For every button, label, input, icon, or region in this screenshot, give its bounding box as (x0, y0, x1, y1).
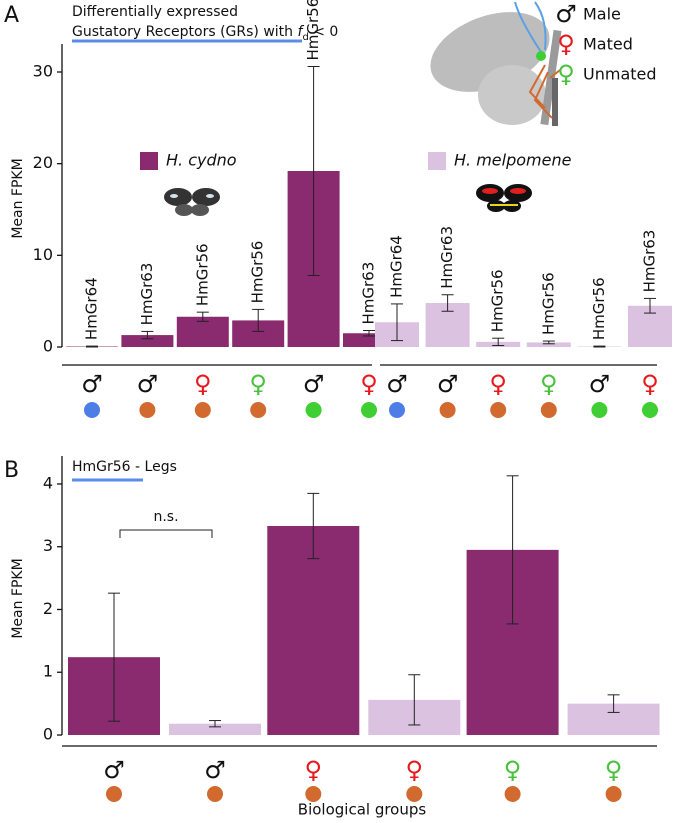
bar (267, 526, 360, 735)
sex-symbol: ♂ (437, 370, 459, 398)
bar-label: HmGr63 (438, 226, 456, 289)
sex-symbol: ♀ (504, 756, 522, 784)
chart-title: Differentially expressed (72, 4, 238, 20)
subtitle-part: f (298, 24, 305, 40)
sex-symbol: ♂ (137, 370, 159, 398)
chart-title: HmGr56 - Legs (72, 459, 177, 475)
y-tick-label: 3 (43, 536, 53, 555)
bar-label: HmGr63 (138, 263, 156, 326)
group-dot (250, 402, 267, 418)
bar (169, 723, 261, 735)
y-axis-label: Mean FPKM (10, 558, 26, 638)
y-tick-label: 1 (43, 662, 53, 681)
group-dot (194, 402, 211, 418)
bar-label: HmGr56 (590, 277, 608, 340)
group-dot (84, 402, 100, 418)
sex-symbol: ♀ (605, 756, 623, 784)
legend-label: Unmated (583, 65, 657, 84)
y-axis-label: Mean FPKM (10, 158, 26, 238)
bar-label: HmGr56 (539, 272, 557, 335)
legend-swatch (140, 152, 158, 170)
legend-symbol: ♀ (557, 30, 575, 58)
y-tick-label: 0 (43, 337, 53, 356)
bar (526, 342, 571, 347)
legend-label: Mated (583, 35, 633, 54)
sex-symbol: ♀ (194, 370, 212, 398)
subtitle-part: < 0 (309, 24, 339, 40)
bar-label: HmGr63 (360, 262, 378, 325)
legend-symbol: ♀ (557, 60, 575, 88)
group-dot (139, 402, 156, 418)
significance-bracket (119, 529, 213, 538)
group-dot (642, 402, 658, 418)
x-axis-label: Biological groups (298, 801, 427, 819)
group-dot (305, 786, 322, 802)
legend-label: H. melpomene (454, 151, 572, 170)
legend-label: Male (583, 5, 621, 24)
sex-symbol: ♂ (204, 756, 226, 784)
bar-label: HmGr56 (193, 243, 211, 306)
bar-label: HmGr64 (388, 235, 406, 298)
sex-symbol: ♀ (360, 370, 378, 398)
annotation: n.s. (153, 509, 178, 525)
sex-symbol: ♂ (589, 370, 611, 398)
sex-symbol: ♀ (305, 756, 323, 784)
sex-symbol: ♂ (103, 756, 125, 784)
sex-symbol: ♀ (540, 370, 558, 398)
y-tick-label: 30 (33, 62, 53, 81)
group-dot (207, 786, 223, 802)
bar-label: HmGr64 (83, 277, 101, 340)
group-dot (605, 786, 622, 802)
group-dot (389, 402, 405, 418)
sex-symbol: ♂ (303, 370, 325, 398)
legend-symbol: ♂ (555, 0, 577, 28)
group-dot (540, 402, 557, 418)
bar-label: HmGr56 (489, 269, 507, 332)
y-tick-label: 4 (43, 473, 53, 492)
group-dot (439, 402, 456, 418)
chart-subtitle: Gustatory Receptors (GRs) with fd < 0 (72, 24, 338, 43)
group-dot (504, 786, 521, 802)
group-dot (490, 402, 507, 418)
bar-label: HmGr56 (304, 0, 322, 61)
bar-label: HmGr63 (641, 230, 659, 293)
sex-symbol: ♀ (406, 756, 424, 784)
legend-swatch (428, 152, 446, 170)
sex-symbol: ♂ (81, 370, 103, 398)
panel-label: B (4, 458, 19, 483)
bar-label: HmGr56 (249, 241, 267, 304)
butterfly-icon (164, 188, 220, 216)
legend-label: H. cydno (166, 151, 237, 170)
sex-symbol: ♀ (489, 370, 507, 398)
group-dot (305, 402, 322, 418)
group-dot (361, 402, 377, 418)
y-tick-label: 10 (33, 245, 53, 264)
sex-symbol: ♀ (641, 370, 659, 398)
sex-symbol: ♀ (249, 370, 267, 398)
butterfly-illustration (430, 1, 562, 126)
group-dot (106, 786, 122, 802)
bar (121, 335, 174, 347)
sex-symbol: ♂ (386, 370, 408, 398)
panel-label: A (4, 3, 19, 28)
subtitle-part: Gustatory Receptors (GRs) with (72, 24, 298, 40)
y-tick-label: 20 (33, 153, 53, 172)
y-tick-label: 0 (43, 725, 53, 744)
group-dot (591, 402, 608, 418)
y-tick-label: 2 (43, 599, 53, 618)
group-dot (406, 786, 423, 802)
subtitle-part: d (302, 32, 308, 43)
butterfly-icon (476, 184, 532, 212)
